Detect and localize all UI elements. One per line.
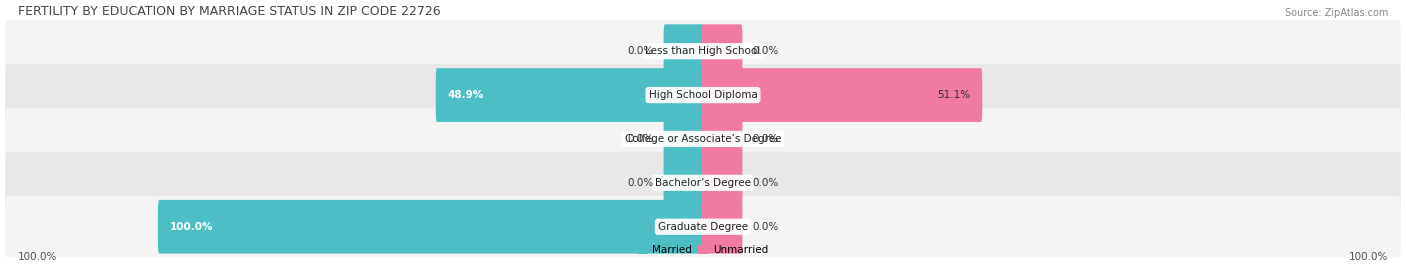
Text: Source: ZipAtlas.com: Source: ZipAtlas.com [1285, 8, 1388, 18]
FancyBboxPatch shape [436, 68, 704, 122]
FancyBboxPatch shape [6, 108, 1400, 170]
FancyBboxPatch shape [702, 24, 742, 78]
FancyBboxPatch shape [157, 200, 704, 254]
Text: Less than High School: Less than High School [645, 46, 761, 56]
Text: 100.0%: 100.0% [170, 222, 214, 232]
Text: FERTILITY BY EDUCATION BY MARRIAGE STATUS IN ZIP CODE 22726: FERTILITY BY EDUCATION BY MARRIAGE STATU… [18, 5, 440, 18]
Text: 100.0%: 100.0% [1348, 252, 1388, 262]
Text: 0.0%: 0.0% [752, 178, 778, 188]
Text: High School Diploma: High School Diploma [648, 90, 758, 100]
FancyBboxPatch shape [6, 196, 1400, 258]
FancyBboxPatch shape [6, 152, 1400, 214]
Text: College or Associate’s Degree: College or Associate’s Degree [624, 134, 782, 144]
FancyBboxPatch shape [702, 68, 983, 122]
Text: Bachelor’s Degree: Bachelor’s Degree [655, 178, 751, 188]
Text: 0.0%: 0.0% [628, 134, 654, 144]
Text: 48.9%: 48.9% [449, 90, 484, 100]
FancyBboxPatch shape [702, 156, 742, 210]
Text: 0.0%: 0.0% [628, 178, 654, 188]
FancyBboxPatch shape [664, 112, 704, 166]
Text: 0.0%: 0.0% [752, 46, 778, 56]
FancyBboxPatch shape [664, 156, 704, 210]
Text: 100.0%: 100.0% [18, 252, 58, 262]
Legend: Married, Unmarried: Married, Unmarried [636, 243, 770, 257]
FancyBboxPatch shape [702, 112, 742, 166]
Text: 0.0%: 0.0% [752, 134, 778, 144]
Text: Graduate Degree: Graduate Degree [658, 222, 748, 232]
FancyBboxPatch shape [664, 24, 704, 78]
Text: 51.1%: 51.1% [936, 90, 970, 100]
FancyBboxPatch shape [6, 64, 1400, 126]
Text: 0.0%: 0.0% [752, 222, 778, 232]
FancyBboxPatch shape [6, 20, 1400, 82]
FancyBboxPatch shape [702, 200, 742, 254]
Text: 0.0%: 0.0% [628, 46, 654, 56]
